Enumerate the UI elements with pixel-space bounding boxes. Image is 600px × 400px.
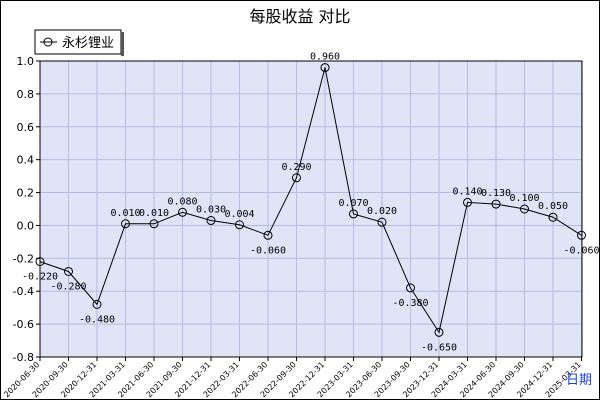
y-tick-label: -0.8 [13, 351, 34, 364]
data-label: 0.080 [167, 196, 197, 207]
data-point [320, 63, 330, 73]
data-label: 0.004 [224, 209, 254, 220]
data-label: -0.060 [563, 245, 599, 256]
grid-lines [39, 60, 583, 358]
legend-shadow [121, 32, 124, 56]
data-label: 0.050 [538, 201, 568, 212]
data-label: 0.960 [310, 52, 340, 63]
data-point [121, 219, 130, 229]
legend-label-series: 永杉锂业 [62, 36, 114, 51]
data-label: 0.010 [110, 208, 140, 219]
x-axis: 2020-06-302020-09-302020-12-312021-03-31… [2, 357, 583, 399]
data-point [577, 230, 586, 240]
data-point [377, 217, 387, 227]
series-line [39, 67, 582, 334]
data-label: -0.480 [79, 314, 115, 325]
plot-area [39, 60, 583, 358]
y-tick-label: 0.6 [17, 121, 35, 134]
y-tick-label: 0.4 [17, 154, 35, 167]
data-point [406, 283, 415, 293]
data-label: 0.100 [509, 193, 539, 204]
data-point [263, 230, 273, 240]
data-label: 0.070 [338, 198, 368, 209]
data-point [235, 220, 244, 230]
data-label: -0.650 [421, 342, 457, 353]
data-points [35, 63, 586, 337]
x-axis-label: 日期 [566, 373, 592, 388]
data-point [92, 299, 102, 309]
data-point [520, 204, 529, 214]
series-line-group [39, 67, 582, 334]
legend-box [34, 29, 122, 55]
data-label: 0.030 [196, 205, 226, 216]
data-point [35, 257, 45, 267]
chart-title: 每股收益 对比 [249, 7, 350, 26]
data-point [206, 216, 216, 226]
data-point [548, 212, 558, 222]
y-tick-label: -0.6 [13, 318, 34, 331]
data-label: -0.280 [50, 281, 86, 292]
y-tick-label: 1.0 [17, 55, 35, 68]
data-labels: -0.220-0.280-0.4800.0100.0100.0800.0300.… [22, 52, 600, 354]
data-label: 0.130 [481, 188, 511, 199]
data-label: 0.140 [452, 186, 482, 197]
legend-marker [43, 37, 53, 47]
data-label: 0.020 [367, 206, 397, 217]
y-tick-label: -0.4 [13, 285, 34, 298]
data-label: 0.290 [281, 162, 311, 173]
data-label: -0.220 [22, 272, 58, 283]
y-tick-label: 0.0 [17, 219, 35, 232]
y-tick-label: 0.8 [17, 88, 35, 101]
y-axis: 1.0 0.8 0.6 0.4 0.2 0.0 -0.2 -0.4 -0.6 -0.8 [13, 55, 40, 364]
data-label: -0.060 [250, 245, 286, 256]
data-point [292, 173, 301, 183]
data-label: 0.010 [139, 208, 169, 219]
data-point [178, 207, 187, 217]
legend: 永杉锂业 [34, 29, 124, 56]
data-point [463, 197, 472, 207]
data-point [64, 266, 73, 276]
data-point [434, 327, 444, 337]
y-tick-label: 0.2 [17, 187, 35, 200]
y-tick-label: -0.2 [13, 252, 34, 265]
data-point [149, 219, 159, 229]
data-label: -0.380 [392, 298, 428, 309]
data-point [491, 199, 501, 209]
plot-border [39, 60, 583, 358]
data-point [349, 209, 358, 219]
